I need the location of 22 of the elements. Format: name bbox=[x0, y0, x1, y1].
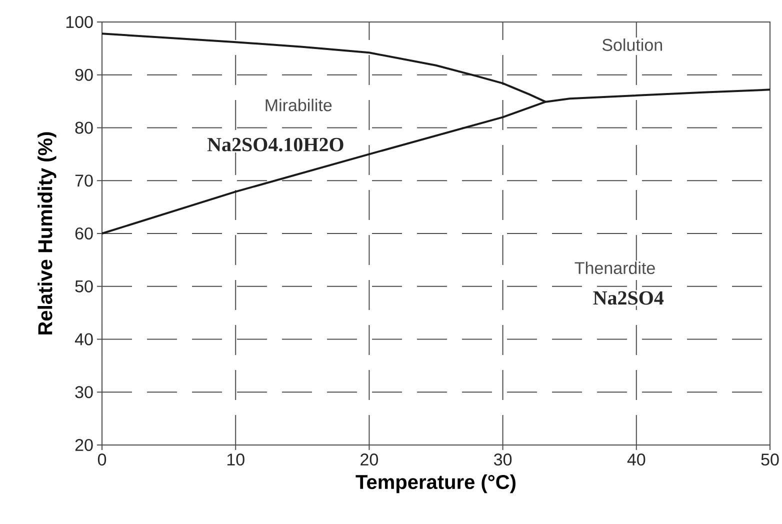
y-tick-label: 60 bbox=[75, 227, 93, 240]
y-tick-label: 50 bbox=[75, 280, 93, 292]
x-axis-title: Temperature (°C) bbox=[356, 474, 516, 494]
y-tick-label: 100 bbox=[66, 16, 93, 28]
x-tick-label: 30 bbox=[494, 454, 512, 466]
x-tick-label: 10 bbox=[227, 454, 244, 466]
annotation: Solution bbox=[602, 38, 662, 51]
annotation: Na2SO4.10H2O bbox=[207, 138, 344, 152]
y-tick-label: 20 bbox=[75, 438, 93, 452]
annotation: Mirabilite bbox=[266, 98, 332, 112]
y-tick-label: 30 bbox=[75, 386, 93, 398]
x-tick-label: 40 bbox=[627, 454, 646, 466]
x-tick-label: 50 bbox=[761, 454, 779, 466]
x-tick-label: 0 bbox=[98, 454, 106, 466]
y-tick-label: 90 bbox=[75, 68, 93, 81]
annotation: Na2SO4 bbox=[593, 291, 664, 305]
y-tick-label: 70 bbox=[75, 174, 93, 187]
y-axis-title: Relative Humidity (%) bbox=[38, 132, 56, 334]
y-tick-label: 80 bbox=[75, 122, 93, 134]
x-tick-label: 20 bbox=[360, 454, 378, 466]
y-tick-label: 40 bbox=[74, 333, 93, 346]
annotation: Thenardite bbox=[574, 262, 655, 274]
